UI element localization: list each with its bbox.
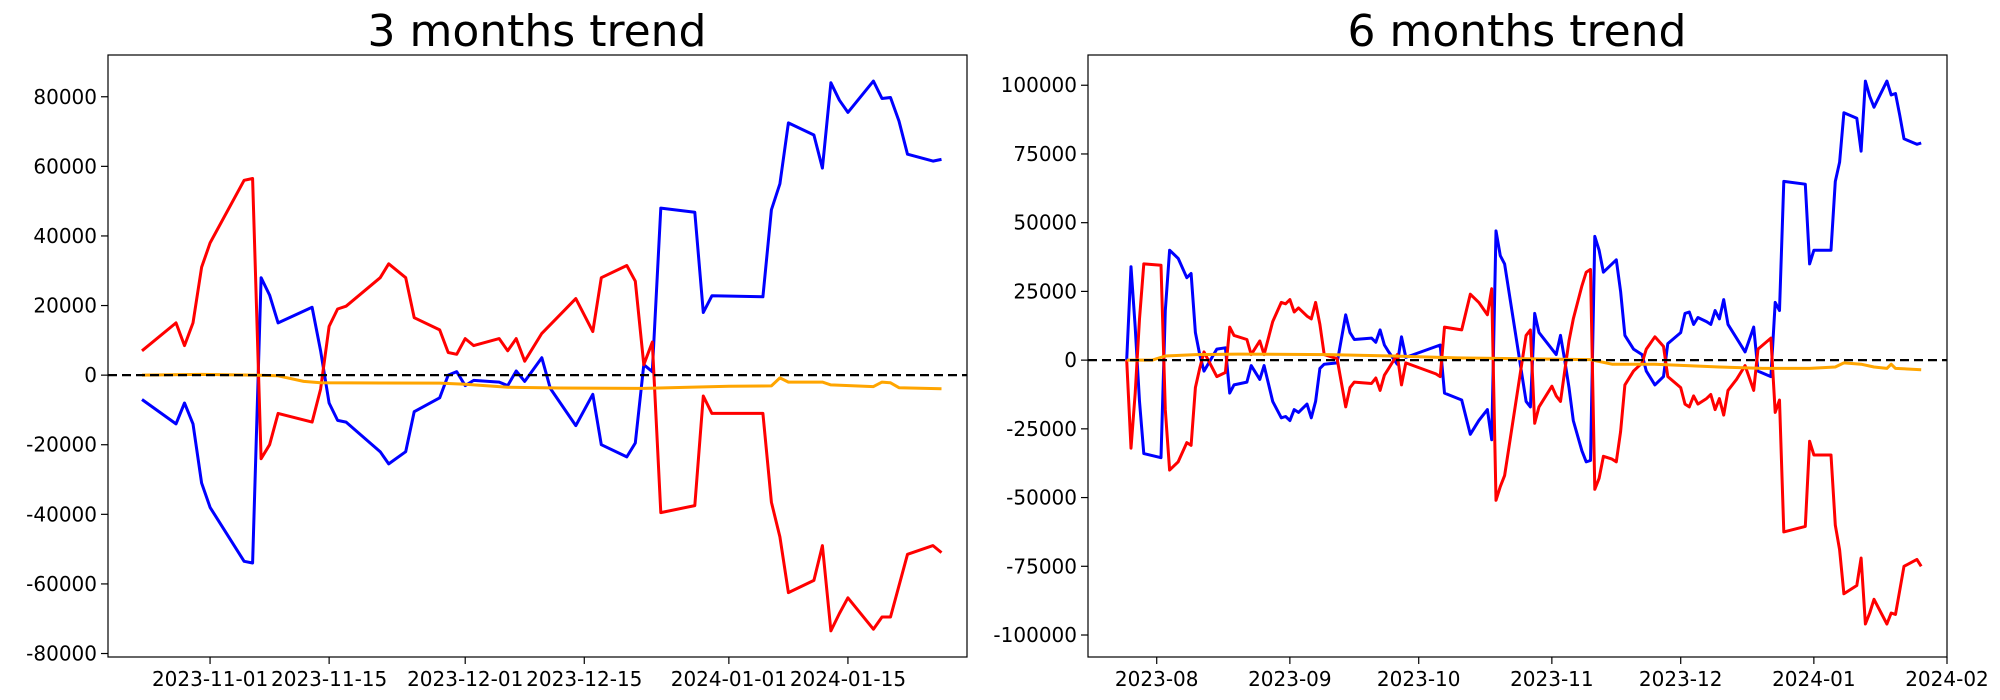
x-tick-label: 2023-11: [1510, 667, 1594, 691]
x-tick-label: 2023-10: [1377, 667, 1461, 691]
x-tick-label: 2023-12-15: [526, 667, 642, 691]
y-tick-label: -20000: [26, 433, 97, 457]
x-tick-label: 2023-11-01: [152, 667, 268, 691]
series-line-ffa500: [1126, 352, 1922, 372]
x-tick-label: 2024-01: [1772, 667, 1856, 691]
axis-ticks: -80000 -60000 -40000 -20000 0 20000 40000 60000…: [26, 85, 906, 691]
series-line-0000ff: [1125, 79, 1922, 464]
x-tick-label: 2023-12-01: [407, 667, 523, 691]
x-tick-label: 2023-09: [1248, 667, 1332, 691]
plot-frame: [1087, 54, 1948, 658]
series-line-ffa500: [141, 372, 942, 391]
plot-frame: [107, 54, 968, 658]
chart-3-months: 3 months trend -80000 -60000 -40000 -20000 0…: [26, 6, 968, 691]
chart-6-months: 6 months trend -100000 -75000 -50000 -25000…: [993, 6, 1988, 691]
y-tick-label: 25000: [1013, 279, 1077, 303]
y-tick-label: 0: [1064, 348, 1077, 372]
y-tick-label: 40000: [33, 224, 97, 248]
y-tick-label: -75000: [1006, 554, 1077, 578]
y-tick-label: -50000: [1006, 486, 1077, 510]
series-lines: [1088, 79, 1947, 626]
y-tick-label: 50000: [1013, 211, 1077, 235]
y-tick-label: 0: [84, 363, 97, 387]
y-tick-label: 80000: [33, 85, 97, 109]
x-tick-label: 2024-02: [1905, 667, 1989, 691]
y-tick-label: 20000: [33, 294, 97, 318]
axis-ticks: -100000 -75000 -50000 -25000 0 25000 50000 7500…: [993, 73, 1988, 691]
y-tick-label: 100000: [1001, 73, 1077, 97]
chart-title: 3 months trend: [368, 6, 707, 57]
x-tick-label: 2024-01-15: [790, 667, 906, 691]
y-tick-label: -80000: [26, 642, 97, 666]
chart-title: 6 months trend: [1348, 6, 1687, 57]
y-tick-label: 60000: [33, 154, 97, 178]
y-tick-label: -60000: [26, 572, 97, 596]
y-tick-label: -100000: [993, 623, 1077, 647]
series-line-0000ff: [141, 79, 942, 565]
y-tick-label: 75000: [1013, 142, 1077, 166]
x-tick-label: 2023-08: [1115, 667, 1199, 691]
y-tick-label: -40000: [26, 502, 97, 526]
x-tick-label: 2024-01-01: [671, 667, 787, 691]
y-tick-label: -25000: [1006, 417, 1077, 441]
x-tick-label: 2023-12: [1639, 667, 1723, 691]
x-tick-label: 2023-11-15: [271, 667, 387, 691]
series-line-ff0000: [1125, 262, 1923, 626]
series-line-ff0000: [141, 177, 943, 633]
series-lines: [108, 79, 967, 633]
